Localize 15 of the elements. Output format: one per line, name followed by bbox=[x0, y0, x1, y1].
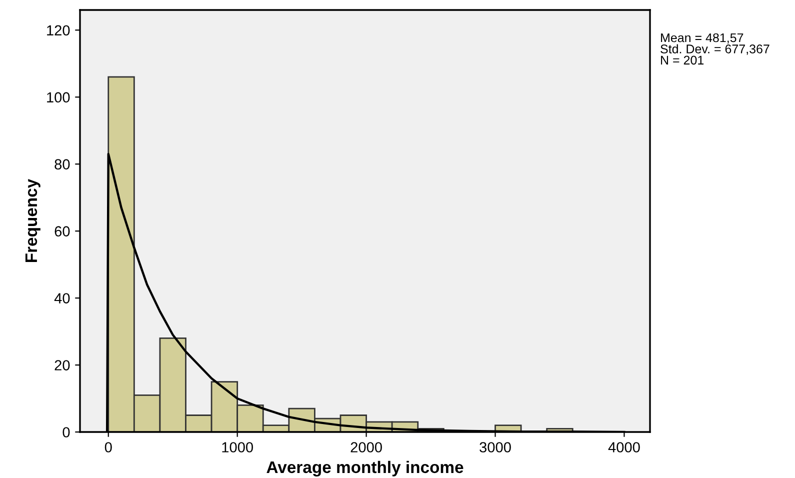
y-tick-label: 100 bbox=[47, 92, 70, 103]
y-tick-label: 120 bbox=[47, 25, 70, 36]
y-tick-label: 20 bbox=[54, 360, 70, 370]
x-tick-label: 3000 bbox=[480, 442, 511, 452]
x-tick-label: 0 bbox=[104, 442, 112, 452]
x-tick-label: 2000 bbox=[350, 442, 382, 452]
y-tick-label: 40 bbox=[54, 293, 70, 304]
y-axis-title: Frequency bbox=[25, 178, 40, 262]
x-tick-label: 4000 bbox=[608, 442, 640, 452]
y-tick-label: 60 bbox=[54, 226, 70, 236]
y-tick-label: 80 bbox=[54, 159, 70, 170]
y-tick-label: 0 bbox=[62, 427, 70, 438]
x-tick-label: 1000 bbox=[222, 442, 253, 452]
x-axis-title: Average monthly income bbox=[266, 460, 464, 476]
text: Mean = 481,57 Std. Dev. = 677,367 N = 201 bbox=[660, 33, 770, 65]
